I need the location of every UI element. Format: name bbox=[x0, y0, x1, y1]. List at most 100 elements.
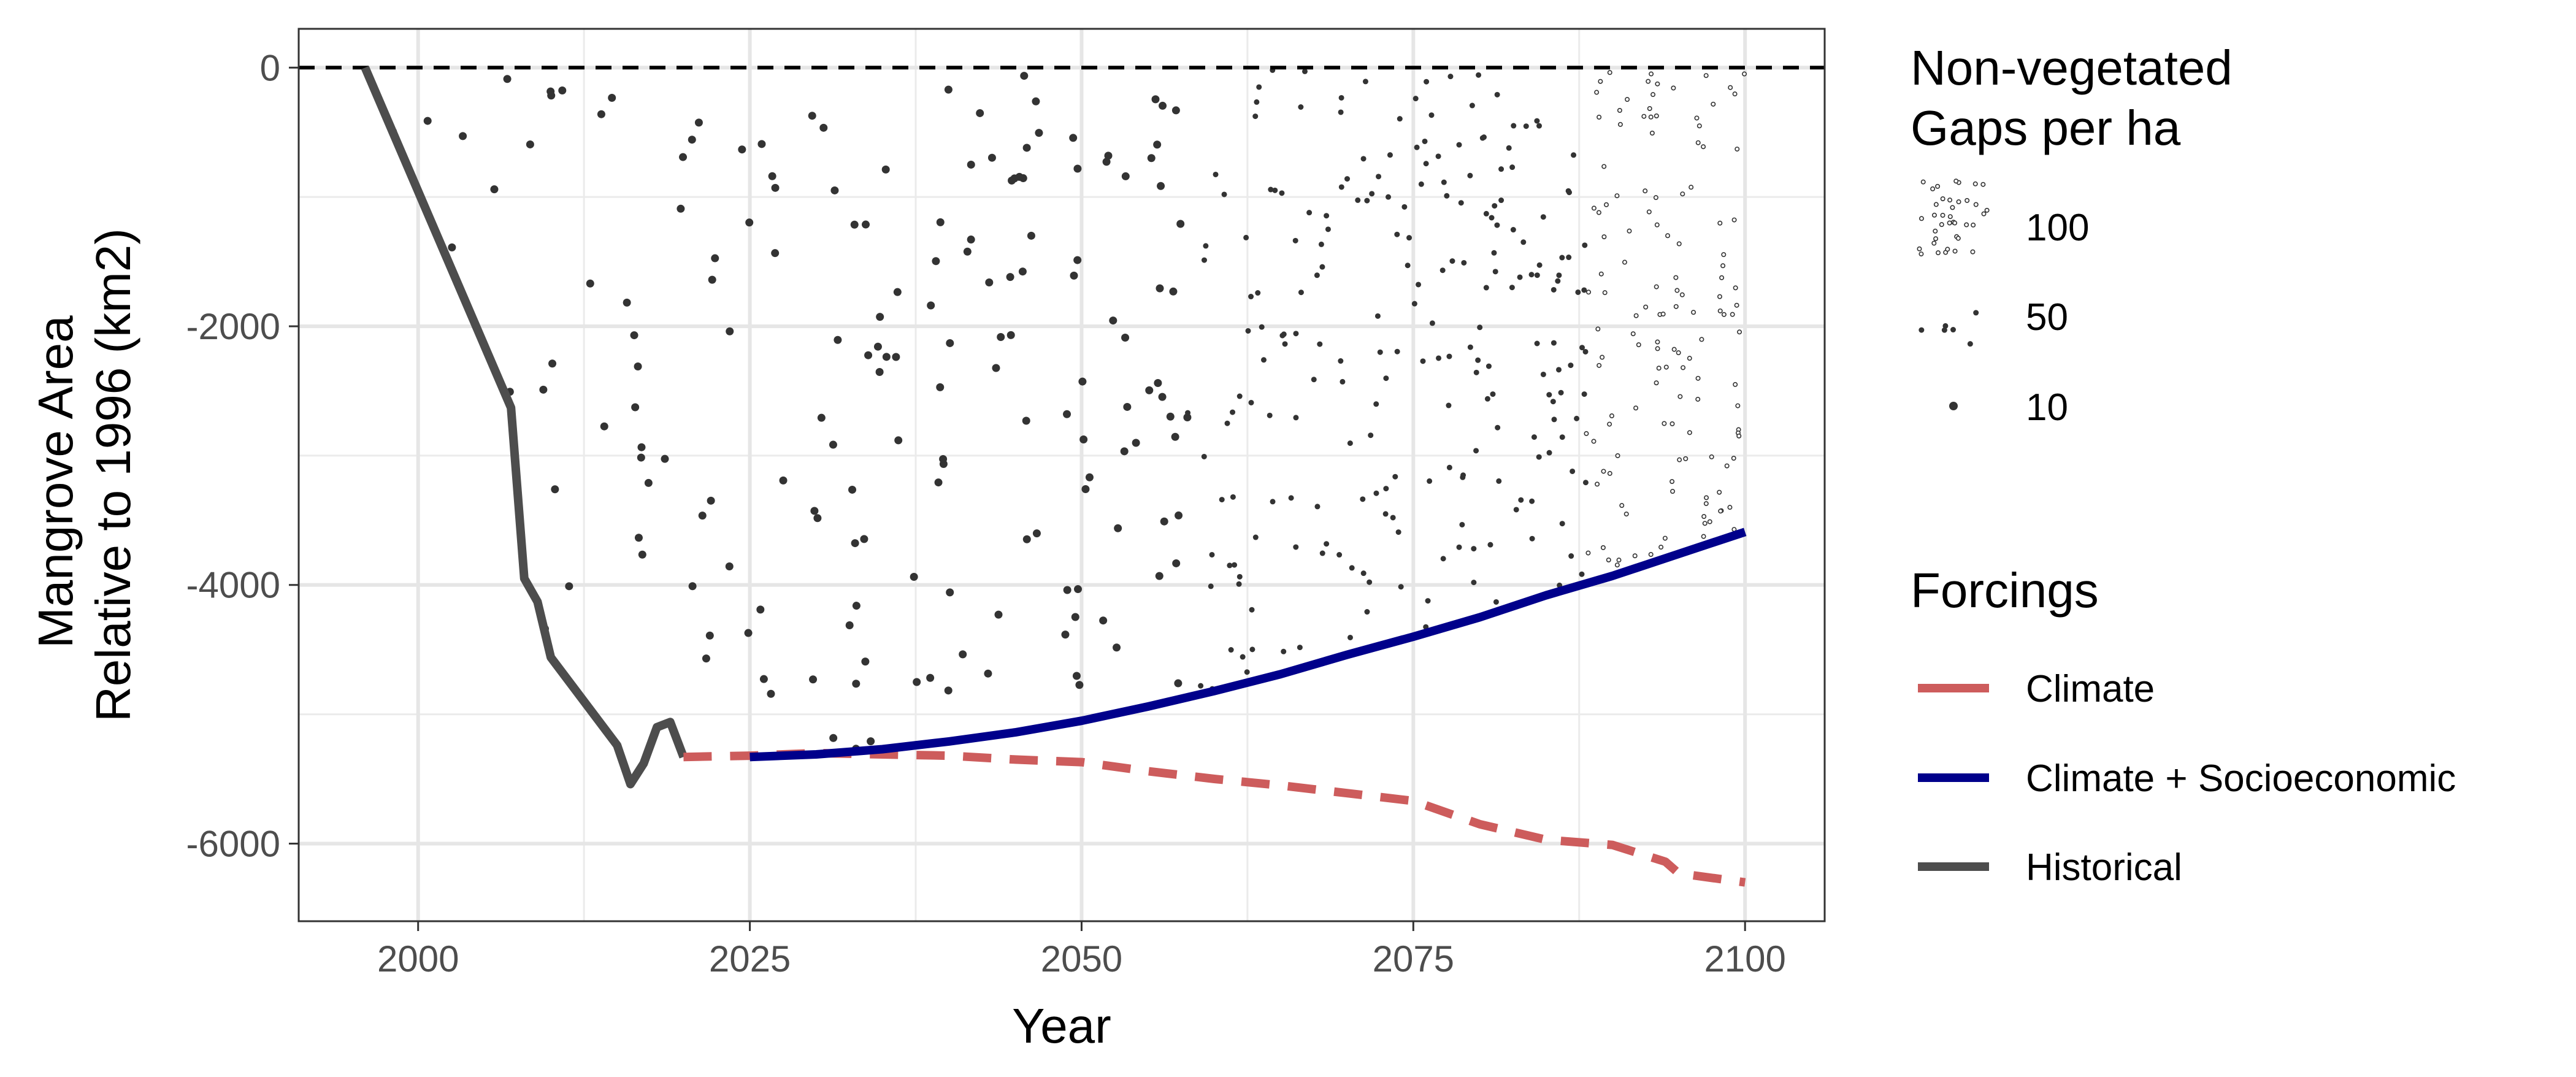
gap-point bbox=[1123, 402, 1132, 411]
gap-point bbox=[1228, 647, 1234, 653]
gap-point bbox=[1720, 263, 1726, 269]
gap-point bbox=[1546, 392, 1552, 398]
gap-point bbox=[1683, 456, 1689, 461]
gap-point bbox=[1622, 259, 1627, 265]
gap-point bbox=[630, 331, 638, 340]
gap-point bbox=[490, 185, 499, 194]
gap-point bbox=[1063, 586, 1071, 594]
gap-point bbox=[1219, 497, 1225, 503]
gap-point bbox=[634, 534, 643, 542]
gap-point bbox=[1317, 341, 1323, 347]
gap-point bbox=[1566, 255, 1572, 261]
gap-point bbox=[1484, 396, 1490, 402]
gap-point bbox=[1401, 204, 1408, 210]
gap-point bbox=[1458, 200, 1464, 206]
gap-point bbox=[1655, 346, 1660, 351]
legend-gap-point bbox=[1981, 211, 1987, 217]
gap-point bbox=[1006, 273, 1014, 282]
gap-point bbox=[1704, 495, 1709, 500]
gap-point bbox=[1078, 377, 1087, 386]
gap-point bbox=[1298, 289, 1304, 296]
gap-point bbox=[1654, 113, 1659, 118]
gap-point bbox=[1260, 357, 1267, 363]
gap-point bbox=[1511, 123, 1517, 129]
gap-point bbox=[1646, 209, 1652, 215]
gap-point bbox=[1591, 205, 1597, 211]
gap-point bbox=[1288, 495, 1294, 501]
gap-point bbox=[1523, 123, 1529, 129]
gap-point bbox=[1383, 486, 1389, 492]
gap-point bbox=[1496, 478, 1502, 484]
legend-gap-point bbox=[1919, 251, 1924, 257]
gap-point bbox=[1248, 294, 1254, 300]
gap-point bbox=[829, 440, 837, 449]
gap-point bbox=[1398, 584, 1404, 590]
gap-point bbox=[779, 476, 788, 485]
gap-point bbox=[1607, 70, 1612, 75]
gap-point bbox=[1373, 490, 1379, 496]
gap-point bbox=[1732, 91, 1738, 97]
gap-point bbox=[1591, 439, 1597, 444]
gap-point bbox=[1709, 454, 1714, 459]
gap-point bbox=[1536, 454, 1542, 460]
gap-point bbox=[1157, 182, 1165, 190]
gap-point bbox=[1406, 235, 1413, 241]
gap-point bbox=[1387, 152, 1393, 158]
gap-point bbox=[1279, 332, 1286, 339]
gap-point bbox=[1224, 420, 1230, 426]
gap-point bbox=[1071, 613, 1079, 621]
gap-point bbox=[623, 298, 631, 307]
gap-point bbox=[1153, 140, 1162, 149]
gap-point bbox=[644, 478, 653, 487]
gap-point bbox=[1230, 409, 1236, 415]
gap-point bbox=[1742, 71, 1747, 77]
gap-point bbox=[1102, 158, 1111, 166]
legend-gap-point bbox=[1984, 207, 1990, 213]
gap-point bbox=[1619, 503, 1625, 508]
gap-point bbox=[848, 485, 857, 494]
legend-gap-key-100 bbox=[1917, 178, 1990, 257]
gap-point bbox=[1436, 355, 1442, 361]
gap-point bbox=[661, 454, 669, 463]
gap-point bbox=[637, 443, 646, 451]
gap-point bbox=[867, 737, 875, 746]
series-line-climate-socioeconomic bbox=[749, 527, 1747, 762]
gap-point bbox=[1536, 123, 1543, 129]
gap-point bbox=[1022, 416, 1030, 425]
gap-point bbox=[1227, 562, 1233, 569]
gap-point bbox=[1654, 284, 1659, 289]
gap-point bbox=[1559, 434, 1565, 440]
y-tick-label-0: 0 bbox=[260, 47, 280, 88]
gap-point bbox=[1534, 340, 1540, 347]
gap-point bbox=[932, 257, 940, 266]
gap-point bbox=[1151, 95, 1160, 104]
gap-point bbox=[829, 734, 838, 742]
gap-point bbox=[1244, 669, 1250, 675]
gap-point bbox=[1325, 226, 1331, 232]
legend-gap-point bbox=[1949, 402, 1958, 410]
gap-point bbox=[1649, 131, 1655, 136]
gap-point bbox=[1099, 616, 1108, 625]
plot-panel bbox=[297, 28, 1826, 922]
x-axis-title: Year bbox=[1012, 998, 1111, 1053]
gap-point bbox=[1531, 434, 1537, 440]
gap-point bbox=[600, 422, 608, 431]
gap-point bbox=[694, 118, 703, 127]
gap-point bbox=[1656, 366, 1662, 371]
gap-point bbox=[1490, 391, 1496, 397]
gap-point bbox=[1240, 654, 1246, 660]
gap-point bbox=[1063, 410, 1071, 418]
gap-point bbox=[1724, 463, 1730, 469]
gap-point bbox=[1306, 210, 1313, 216]
gap-point bbox=[1390, 515, 1396, 521]
gap-point bbox=[711, 254, 719, 263]
gap-point bbox=[1485, 363, 1492, 369]
gap-point bbox=[809, 675, 818, 684]
gap-point bbox=[1584, 431, 1589, 436]
gap-point bbox=[934, 478, 943, 487]
gap-point bbox=[1471, 546, 1477, 552]
gap-point bbox=[1201, 257, 1207, 263]
gap-point bbox=[819, 123, 828, 132]
gap-point bbox=[830, 186, 839, 194]
gap-point bbox=[1022, 144, 1031, 152]
